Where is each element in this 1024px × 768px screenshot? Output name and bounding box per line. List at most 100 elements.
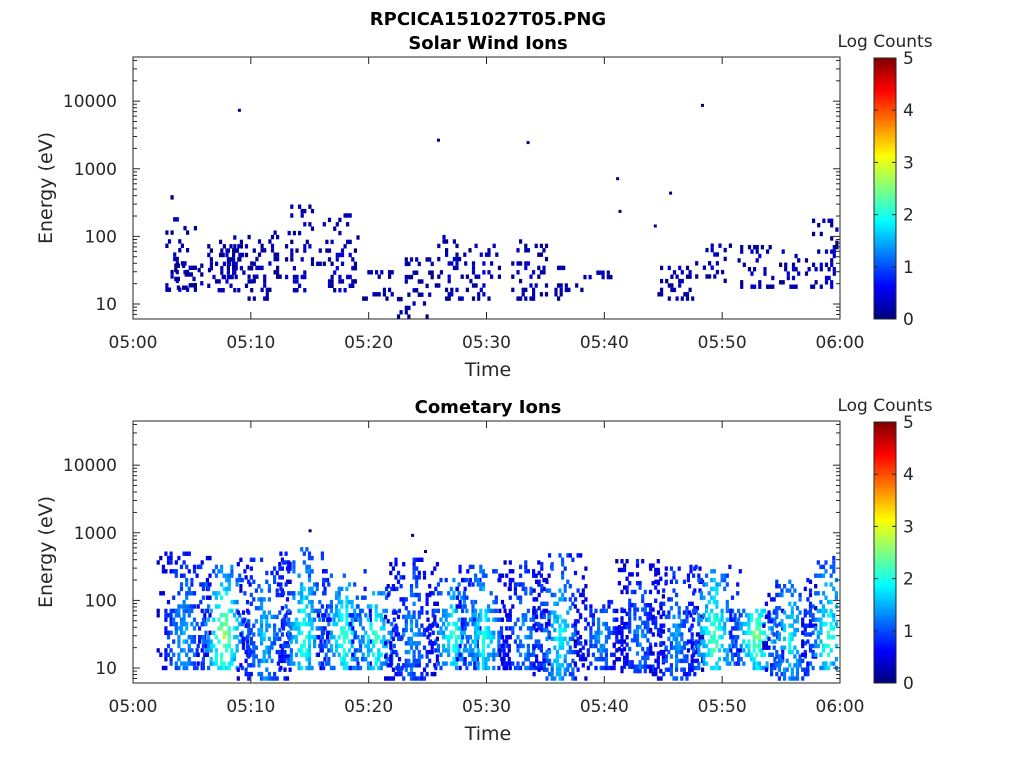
- heatmap-cell: [532, 671, 536, 677]
- heatmap-cell: [568, 606, 572, 611]
- heatmap-cell: [819, 639, 823, 644]
- x-axis-label-solar-wind: Time: [464, 359, 512, 381]
- heatmap-cell: [648, 589, 653, 595]
- heatmap-cell: [695, 274, 699, 279]
- heatmap-cell: [710, 586, 714, 592]
- heatmap-cell: [710, 595, 714, 600]
- heatmap-cell: [707, 652, 711, 657]
- heatmap-cell: [379, 617, 383, 622]
- heatmap-cell: [540, 562, 544, 567]
- heatmap-cell: [675, 579, 679, 584]
- heatmap-cell: [353, 657, 357, 662]
- heatmap-cell: [499, 626, 504, 631]
- heatmap-cell: [249, 592, 253, 598]
- heatmap-cell: [781, 608, 785, 614]
- heatmap-cell: [320, 635, 324, 640]
- heatmap-cell: [654, 616, 658, 621]
- heatmap-cell: [268, 287, 272, 293]
- heatmap-cell: [659, 668, 663, 674]
- heatmap-cell: [433, 619, 437, 624]
- heatmap-cell: [763, 267, 767, 272]
- heatmap-cell: [715, 661, 719, 666]
- heatmap-cell: [174, 665, 178, 671]
- heatmap-cell: [201, 582, 205, 587]
- heatmap-cell: [232, 266, 236, 271]
- heatmap-cell: [712, 569, 716, 574]
- heatmap-cell: [245, 599, 250, 605]
- heatmap-cell: [542, 248, 546, 253]
- heatmap-cell: [566, 553, 570, 558]
- heatmap-cell: [244, 649, 248, 655]
- heatmap-cell: [648, 616, 653, 621]
- heatmap-cell: [372, 639, 376, 644]
- heatmap-cell: [699, 577, 703, 583]
- heatmap-cell: [599, 608, 603, 614]
- heatmap-cell: [290, 204, 294, 209]
- heatmap-cell: [340, 248, 345, 253]
- heatmap-cell: [758, 280, 762, 285]
- heatmap-cell: [484, 635, 488, 640]
- heatmap-cell: [777, 592, 781, 598]
- heatmap-cell: [342, 573, 346, 578]
- heatmap-cell: [297, 630, 301, 635]
- heatmap-cell: [675, 636, 679, 642]
- heatmap-cell: [267, 623, 271, 628]
- heatmap-cell: [292, 266, 296, 271]
- heatmap-cell: [388, 270, 392, 275]
- heatmap-cell: [824, 560, 828, 565]
- heatmap-cell: [497, 635, 501, 640]
- heatmap-cell: [641, 655, 645, 661]
- heatmap-cell: [803, 652, 807, 657]
- heatmap-cell: [303, 288, 307, 293]
- heatmap-cell: [372, 643, 376, 649]
- heatmap-cell: [730, 657, 735, 662]
- heatmap-cell: [532, 623, 536, 628]
- heatmap-cell: [353, 266, 357, 271]
- heatmap-cell: [407, 314, 411, 319]
- heatmap-cell: [192, 635, 197, 640]
- heatmap-cell: [500, 617, 505, 622]
- heatmap-cell: [165, 283, 169, 288]
- heatmap-cell: [209, 657, 213, 662]
- heatmap-cell: [285, 579, 290, 584]
- heatmap-cell: [300, 582, 304, 587]
- heatmap-cell: [199, 564, 203, 570]
- heatmap-cell: [819, 262, 823, 267]
- heatmap-cell: [302, 617, 306, 622]
- heatmap-cell: [623, 563, 627, 568]
- heatmap-cell: [753, 267, 757, 272]
- heatmap-cell: [534, 608, 538, 614]
- heatmap-cell: [539, 643, 543, 649]
- heatmap-cell: [179, 582, 184, 587]
- heatmap-cell: [167, 287, 172, 292]
- heatmap-cell: [803, 632, 807, 637]
- heatmap-cell: [244, 658, 248, 664]
- heatmap-cell: [283, 641, 287, 646]
- heatmap-cell: [633, 638, 637, 643]
- heatmap-cell: [234, 261, 238, 266]
- heatmap-cell: [654, 671, 658, 677]
- y-tick-label: 100: [85, 591, 117, 611]
- heatmap-cell: [715, 617, 719, 622]
- heatmap-cell: [545, 627, 549, 633]
- heatmap-cell: [821, 604, 826, 609]
- heatmap-cell: [232, 652, 237, 657]
- heatmap-cell: [323, 626, 327, 631]
- heatmap-cell: [185, 551, 189, 556]
- heatmap-cell: [240, 665, 244, 671]
- heatmap-cell: [635, 651, 640, 656]
- heatmap-cell: [167, 239, 172, 244]
- heatmap-cell: [478, 577, 482, 583]
- heatmap-cell: [705, 573, 709, 578]
- heatmap-cell: [244, 252, 249, 258]
- heatmap-cell: [643, 603, 647, 608]
- heatmap-cell: [474, 621, 478, 627]
- heatmap-cell: [455, 256, 459, 262]
- heatmap-cell: [412, 562, 416, 567]
- heatmap-cell: [801, 652, 805, 657]
- heatmap-cell: [656, 660, 660, 665]
- heatmap-cell: [669, 597, 673, 602]
- heatmap-cell: [257, 265, 262, 271]
- heatmap-cell: [276, 582, 280, 587]
- heatmap-cell: [594, 608, 598, 614]
